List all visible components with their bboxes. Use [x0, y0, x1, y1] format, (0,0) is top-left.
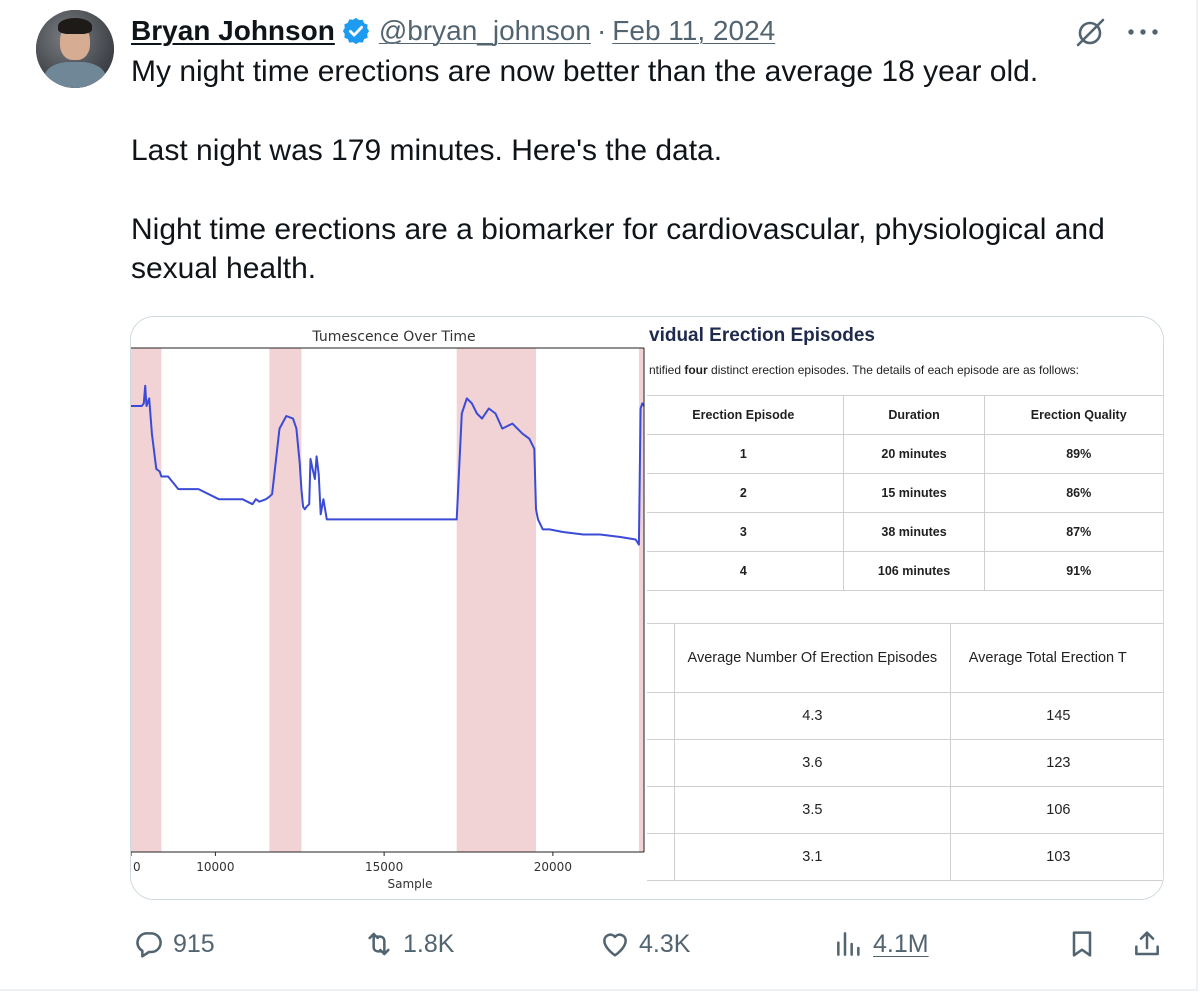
series-line	[131, 384, 645, 546]
table-cell: 87%	[984, 512, 1163, 552]
table-header-cell: Duration	[842, 395, 986, 435]
table-cell: 20 minutes	[842, 434, 986, 474]
shaded-region	[269, 348, 302, 852]
table-cell: 3.1	[673, 833, 951, 881]
subtitle-bold: four	[684, 363, 708, 377]
grok-icon[interactable]	[1072, 15, 1108, 51]
tweet-media[interactable]: 0 10000 15000 20000 Tumescence Over Time Samp…	[130, 316, 1164, 900]
table-header-cell: >	[647, 623, 675, 693]
shaded-region	[131, 348, 162, 852]
table-row: 4 106 minutes 91%	[647, 551, 1163, 591]
table-cell: 145	[949, 692, 1163, 740]
tweet-date[interactable]: Feb 11, 2024	[612, 15, 776, 46]
author-handle[interactable]: @bryan_johnson	[378, 15, 591, 46]
more-options-icon[interactable]	[1126, 26, 1160, 38]
shaded-region	[638, 348, 644, 852]
table-row: 3.1 103	[647, 833, 1163, 881]
views-button[interactable]: 4.1M	[833, 920, 929, 968]
views-icon	[837, 932, 860, 956]
reply-button[interactable]: 915	[133, 920, 215, 968]
table-row: 3.6 123	[647, 739, 1163, 787]
table-cell: 3.5	[673, 786, 951, 834]
table-cell	[647, 786, 675, 834]
table-cell: 2	[647, 473, 844, 513]
table-cell: 106	[949, 786, 1163, 834]
plot-background	[131, 348, 644, 852]
table-row: 3 38 minutes 87%	[647, 512, 1163, 552]
x-tick-label: 15000	[365, 860, 403, 874]
tweet-header: Bryan Johnson @bryan_johnson · Feb 11, 2…	[131, 12, 775, 50]
x-axis-label: Sample	[388, 877, 433, 891]
avatar-shirt	[44, 62, 106, 88]
table-cell: 4	[647, 551, 844, 591]
header-separator: ·	[596, 15, 607, 46]
table-cell: 38 minutes	[842, 512, 986, 552]
x-tick-label: 10000	[196, 860, 234, 874]
table-cell: 103	[949, 833, 1163, 881]
table-row: 2 15 minutes 86%	[647, 473, 1163, 513]
reply-icon	[136, 932, 162, 958]
averages-table: > Average Number Of Erection Episodes Av…	[647, 623, 1163, 881]
action-bar: 915 1.8K 4.3K 4.1M	[0, 920, 1200, 968]
repost-icon	[368, 932, 390, 956]
episodes-subtitle: ntified four distinct erection episodes.…	[649, 363, 1079, 377]
verified-badge-icon[interactable]	[341, 16, 371, 46]
like-button[interactable]: 4.3K	[599, 920, 690, 968]
like-count: 4.3K	[639, 929, 691, 958]
tweet-text: My night time erections are now better t…	[131, 52, 1171, 288]
share-icon[interactable]	[1131, 928, 1163, 960]
table-row: 1 20 minutes 89%	[647, 434, 1163, 474]
table-header-row: > Average Number Of Erection Episodes Av…	[647, 623, 1163, 693]
table-cell	[647, 739, 675, 787]
bookmark-icon[interactable]	[1066, 928, 1098, 960]
table-cell: 89%	[984, 434, 1163, 474]
repost-button[interactable]: 1.8K	[363, 920, 454, 968]
table-header-cell: Average Number Of Erection Episodes	[673, 623, 951, 693]
x-tick-label: 0	[133, 860, 141, 874]
table-header-cell: Erection Quality	[984, 395, 1163, 435]
tweet-paragraph-2: Last night was 179 minutes. Here's the d…	[131, 134, 723, 167]
table-cell: 3	[647, 512, 844, 552]
tumescence-chart: 0 10000 15000 20000 Tumescence Over Time Samp…	[131, 329, 645, 891]
table-row: 3.5 106	[647, 786, 1163, 834]
chart-image[interactable]: 0 10000 15000 20000 Tumescence Over Time Samp…	[131, 317, 647, 899]
tweet-paragraph-3: Night time erections are a biomarker for…	[131, 213, 1105, 285]
table-header-cell: Average Total Erection T	[949, 623, 1163, 693]
table-cell: 15 minutes	[842, 473, 986, 513]
table-cell: 3.6	[673, 739, 951, 787]
table-cell: 123	[949, 739, 1163, 787]
repost-count: 1.8K	[403, 929, 455, 958]
subtitle-suffix: distinct erection episodes. The details …	[707, 363, 1080, 377]
table-cell	[647, 692, 675, 740]
table-row: 4.3 145	[647, 692, 1163, 740]
table-cell: 1	[647, 434, 844, 474]
x-tick-label: 20000	[534, 860, 572, 874]
avatar[interactable]	[36, 10, 114, 88]
table-header-cell: Erection Episode	[647, 395, 844, 435]
reply-count: 915	[173, 929, 215, 958]
views-count: 4.1M	[873, 929, 929, 958]
heart-icon	[603, 933, 627, 957]
table-cell	[647, 833, 675, 881]
avatar-hair	[58, 18, 92, 34]
episodes-title: vidual Erection Episodes	[649, 325, 875, 346]
table-cell: 91%	[984, 551, 1163, 591]
shaded-region	[456, 348, 536, 852]
author-name[interactable]: Bryan Johnson	[131, 15, 335, 46]
table-cell: 86%	[984, 473, 1163, 513]
tweet-paragraph-1: My night time erections are now better t…	[131, 55, 1039, 88]
subtitle-prefix: ntified	[649, 363, 685, 377]
table-cell: 4.3	[673, 692, 951, 740]
table-image[interactable]: vidual Erection Episodes ntified four di…	[647, 317, 1163, 899]
table-header-row: Erection Episode Duration Erection Quali…	[647, 395, 1163, 435]
chart-title: Tumescence Over Time	[311, 329, 475, 345]
episodes-table: Erection Episode Duration Erection Quali…	[647, 395, 1163, 591]
table-cell: 106 minutes	[842, 551, 986, 591]
